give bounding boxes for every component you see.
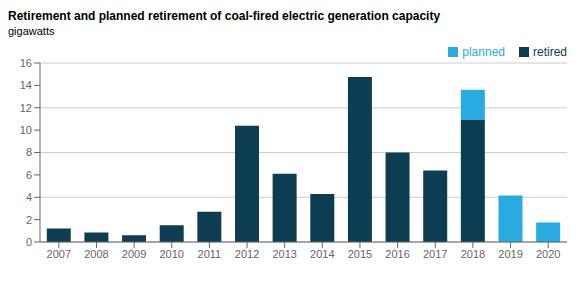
- html-text:Retirement and planned retirem: Retirement and planned retirement of coa…: [8, 9, 441, 23]
- html-text:planned: planned: [462, 45, 505, 59]
- svg-text:2007: 2007: [47, 248, 71, 260]
- svg-text:12: 12: [20, 102, 32, 114]
- svg-text:2016: 2016: [385, 248, 409, 260]
- svg-text:2020: 2020: [536, 248, 560, 260]
- svg-text:0: 0: [26, 236, 32, 248]
- svg-text:2010: 2010: [160, 248, 184, 260]
- svg-text:2012: 2012: [235, 248, 259, 260]
- svg-text:2017: 2017: [423, 248, 447, 260]
- svg-text:2018: 2018: [461, 248, 485, 260]
- svg-text:2013: 2013: [272, 248, 296, 260]
- svg-text:2011: 2011: [198, 248, 222, 260]
- svg-text:14: 14: [20, 79, 32, 91]
- svg-text:4: 4: [26, 191, 32, 203]
- svg-text:2008: 2008: [84, 248, 108, 260]
- svg-text:2: 2: [26, 214, 32, 226]
- svg-text:2014: 2014: [310, 248, 334, 260]
- svg-text:10: 10: [20, 124, 32, 136]
- svg-text:16: 16: [20, 57, 32, 69]
- svg-text:2019: 2019: [498, 248, 522, 260]
- svg-text:6: 6: [26, 169, 32, 181]
- svg-text:2015: 2015: [348, 248, 372, 260]
- html-text:retired: retired: [533, 45, 567, 59]
- svg-text:8: 8: [26, 146, 32, 158]
- html-text:gigawatts: gigawatts: [8, 25, 55, 37]
- svg-text:2009: 2009: [122, 248, 146, 260]
